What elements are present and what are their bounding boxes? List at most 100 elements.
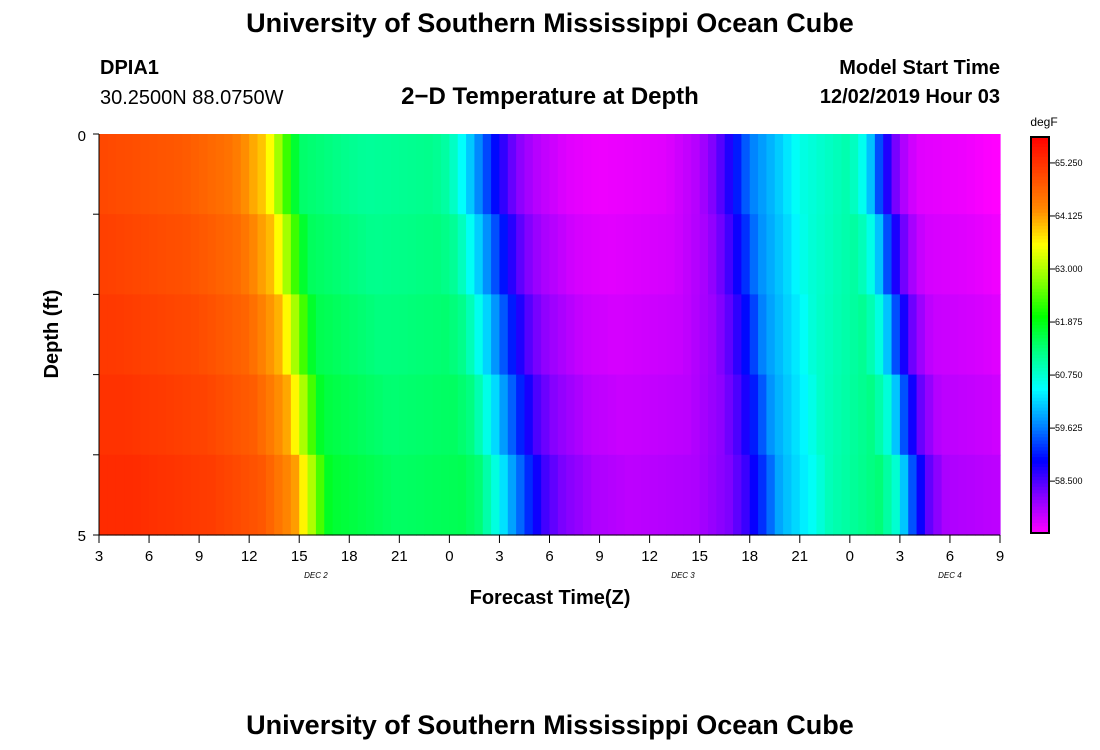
heatmap-cell bbox=[382, 214, 392, 295]
colorbar-segment bbox=[1031, 476, 1049, 481]
heatmap-cell bbox=[699, 134, 709, 215]
heatmap-cell bbox=[591, 294, 601, 376]
heatmap-cell bbox=[491, 374, 501, 456]
heatmap-cell bbox=[174, 214, 184, 295]
heatmap-cell bbox=[457, 454, 467, 536]
heatmap-cell bbox=[983, 214, 993, 295]
x-tick-label: 9 bbox=[996, 548, 1004, 565]
heatmap-cell bbox=[199, 374, 209, 456]
heatmap-cell bbox=[949, 294, 959, 376]
heatmap-cell bbox=[240, 134, 250, 215]
heatmap-cell bbox=[107, 374, 117, 456]
colorbar-segment bbox=[1031, 311, 1049, 316]
heatmap-cell bbox=[641, 454, 651, 536]
heatmap-cell bbox=[124, 214, 133, 295]
heatmap-cell bbox=[182, 374, 192, 456]
heatmap-cell bbox=[424, 294, 434, 376]
heatmap-cell bbox=[741, 294, 751, 376]
heatmap-cell bbox=[274, 454, 284, 536]
heatmap-cell bbox=[632, 294, 642, 376]
heatmap-cell bbox=[232, 294, 242, 376]
heatmap-cell bbox=[174, 294, 184, 376]
colorbar-segment bbox=[1031, 308, 1049, 313]
heatmap-cell bbox=[315, 374, 325, 456]
heatmap-cell bbox=[899, 134, 909, 215]
colorbar-segment bbox=[1031, 377, 1049, 382]
heatmap-cell bbox=[691, 294, 701, 376]
heatmap-cell bbox=[799, 454, 809, 536]
heatmap-cell bbox=[566, 294, 576, 376]
colorbar-segment bbox=[1031, 249, 1049, 254]
heatmap-cell bbox=[349, 454, 359, 536]
heatmap-cell bbox=[265, 454, 275, 536]
heatmap-cell bbox=[124, 374, 133, 456]
heatmap-cell bbox=[340, 294, 350, 376]
heatmap-cell bbox=[507, 214, 517, 295]
heatmap-cell bbox=[816, 294, 826, 376]
heatmap-cell bbox=[824, 374, 834, 456]
heatmap-cell bbox=[924, 214, 934, 295]
heatmap-cell bbox=[532, 134, 542, 215]
heatmap-cell bbox=[374, 294, 384, 376]
heatmap-cell bbox=[874, 374, 884, 456]
colorbar-segment bbox=[1031, 325, 1049, 329]
heatmap-cell bbox=[399, 454, 409, 536]
heatmap-cell bbox=[941, 294, 951, 376]
x-tick-label: 3 bbox=[896, 548, 904, 565]
colorbar-segment bbox=[1031, 186, 1049, 191]
heatmap-cell bbox=[182, 454, 192, 536]
colorbar-tick-label: 63.000 bbox=[1055, 264, 1083, 274]
x-tick-label: 6 bbox=[545, 548, 553, 565]
heatmap-cell bbox=[549, 294, 559, 376]
heatmap-cell bbox=[874, 454, 884, 536]
colorbar-segment bbox=[1031, 394, 1049, 399]
colorbar-segment bbox=[1031, 232, 1049, 237]
heatmap-cell bbox=[407, 134, 417, 215]
heatmap-cell bbox=[532, 214, 542, 295]
heatmap-cell bbox=[499, 214, 509, 295]
heatmap-cell bbox=[674, 454, 684, 536]
heatmap-cell bbox=[808, 374, 818, 456]
heatmap-cell bbox=[482, 134, 492, 215]
colorbar-segment bbox=[1031, 351, 1049, 356]
colorbar-segment bbox=[1031, 470, 1049, 475]
heatmap-cell bbox=[783, 374, 793, 456]
heatmap-cell bbox=[666, 134, 676, 215]
heatmap-cell bbox=[332, 134, 342, 215]
heatmap-cell bbox=[991, 134, 1001, 215]
heatmap-cell bbox=[107, 294, 117, 376]
heatmap-cell bbox=[432, 374, 442, 456]
colorbar-segment bbox=[1031, 338, 1049, 343]
colorbar-segment bbox=[1031, 486, 1049, 491]
heatmap-cell bbox=[390, 214, 400, 295]
heatmap-cell bbox=[482, 454, 492, 536]
colorbar-segment bbox=[1031, 242, 1049, 247]
heatmap-cell bbox=[833, 294, 843, 376]
heatmap-cell bbox=[607, 454, 617, 536]
heatmap-cell bbox=[949, 214, 959, 295]
heatmap-cell bbox=[215, 374, 225, 456]
colorbar-segment bbox=[1031, 196, 1049, 201]
heatmap-cell bbox=[499, 454, 509, 536]
colorbar-segment bbox=[1031, 506, 1049, 511]
heatmap-cell bbox=[766, 454, 776, 536]
heatmap-cell bbox=[966, 454, 976, 536]
heatmap-cell bbox=[399, 134, 409, 215]
heatmap-cell bbox=[866, 454, 876, 536]
heatmap-cell bbox=[466, 454, 476, 536]
x-tick-label: 3 bbox=[495, 548, 503, 565]
heatmap-cell bbox=[716, 454, 726, 536]
colorbar-segment bbox=[1031, 500, 1049, 504]
heatmap-cell bbox=[599, 214, 609, 295]
heatmap-cell bbox=[199, 294, 209, 376]
heatmap-cell bbox=[165, 214, 175, 295]
heatmap-cell bbox=[891, 454, 901, 536]
heatmap-cell bbox=[833, 454, 843, 536]
colorbar-segment bbox=[1031, 226, 1049, 230]
heatmap-cell bbox=[532, 374, 542, 456]
heatmap-cell bbox=[124, 454, 133, 536]
x-tick-label: 15 bbox=[291, 548, 308, 565]
colorbar-segment bbox=[1031, 391, 1049, 395]
x-tick-label: 6 bbox=[946, 548, 954, 565]
heatmap-cell bbox=[849, 214, 859, 295]
